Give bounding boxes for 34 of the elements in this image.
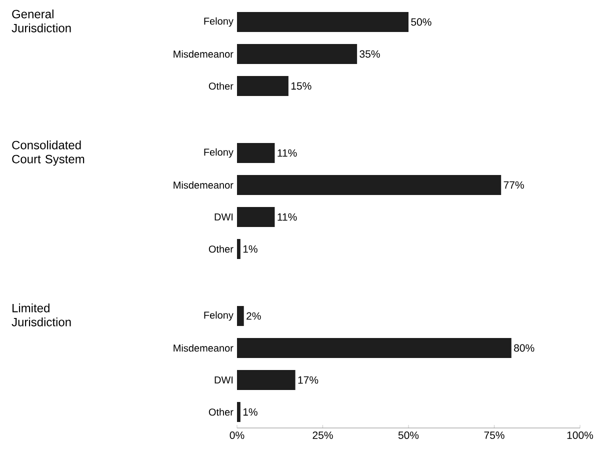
y-axis-title: General Jurisdiction bbox=[12, 10, 71, 32]
data-label: 77% bbox=[504, 181, 524, 189]
x-tick-label: 50% bbox=[398, 432, 419, 439]
bar bbox=[237, 338, 512, 358]
y-tick-label: Misdemeanor bbox=[174, 344, 234, 352]
bar bbox=[237, 306, 244, 326]
x-tick-label: 75% bbox=[484, 432, 504, 439]
x-tick-label: 25% bbox=[312, 432, 333, 439]
y-tick-label: Felony bbox=[204, 17, 234, 27]
data-label: 1% bbox=[243, 245, 258, 253]
y-axis-title: Consolidated Court System bbox=[12, 140, 84, 166]
y-tick-label: DWI bbox=[214, 376, 233, 384]
x-tick-label: 0% bbox=[230, 432, 244, 439]
y-tick-label: Felony bbox=[204, 148, 234, 158]
data-label: 17% bbox=[298, 376, 318, 384]
y-axis-title: Limited Jurisdiction bbox=[12, 304, 71, 326]
data-label: 1% bbox=[243, 408, 258, 416]
x-tick-label: 100% bbox=[567, 432, 594, 439]
y-tick-label: Felony bbox=[204, 311, 234, 321]
data-label: 2% bbox=[246, 312, 261, 320]
y-tick-label: Other bbox=[208, 82, 234, 90]
y-tick-label: Other bbox=[208, 245, 234, 253]
data-label: 50% bbox=[411, 18, 432, 26]
y-tick-label: Other bbox=[208, 408, 234, 416]
data-label: 11% bbox=[278, 149, 297, 157]
y-tick-label: Misdemeanor bbox=[174, 50, 234, 58]
y-tick-label: DWI bbox=[214, 214, 233, 220]
data-label: 15% bbox=[291, 82, 312, 90]
data-label: 35% bbox=[360, 50, 380, 58]
bar bbox=[237, 402, 240, 422]
data-label: 80% bbox=[514, 344, 534, 352]
y-tick-label: Misdemeanor bbox=[174, 181, 234, 189]
bar bbox=[237, 370, 296, 390]
data-label: 11% bbox=[278, 213, 297, 221]
